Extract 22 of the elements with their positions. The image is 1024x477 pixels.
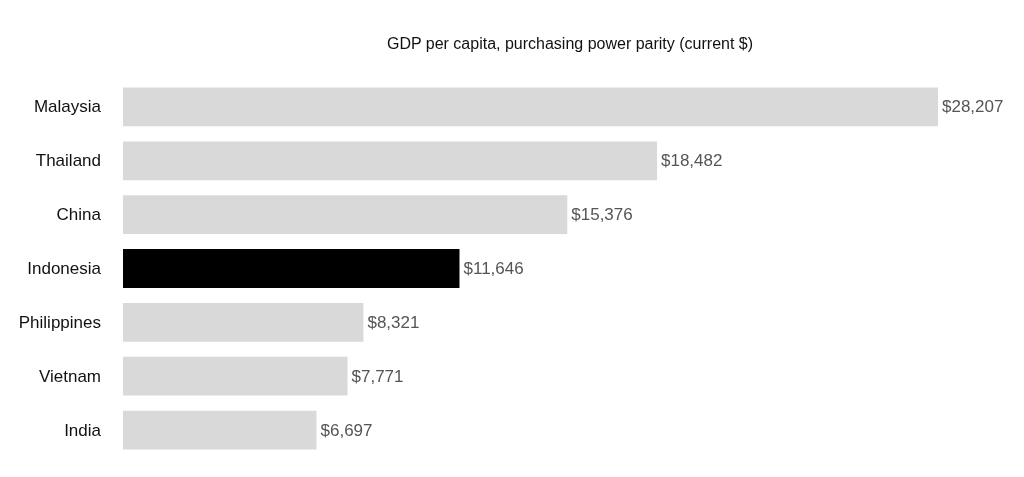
chart-title: GDP per capita, purchasing power parity (current $): [386, 34, 754, 52]
data-label: $7,771: [351, 366, 404, 386]
y-tick-label: Indonesia: [27, 259, 102, 278]
bar: [123, 141, 658, 181]
y-tick-label: Thailand: [35, 151, 101, 171]
bar: [123, 410, 317, 450]
bar: [123, 249, 460, 288]
y-tick-label: Vietnam: [38, 366, 101, 386]
bar: [123, 87, 938, 127]
bar: [123, 356, 348, 396]
y-tick-label: India: [64, 420, 102, 440]
y-tick-label: Philippines: [18, 312, 101, 332]
data-label: $18,482: [661, 151, 723, 171]
data-label: $8,321: [367, 312, 420, 332]
data-label: $15,376: [571, 205, 633, 225]
data-label: $11,646: [463, 259, 524, 278]
data-label: $28,207: [942, 97, 1004, 117]
y-tick-label: China: [56, 205, 102, 225]
data-label: $6,697: [320, 420, 373, 440]
y-tick-label: Malaysia: [33, 97, 102, 117]
bar: [123, 195, 568, 235]
bar: [123, 302, 364, 342]
